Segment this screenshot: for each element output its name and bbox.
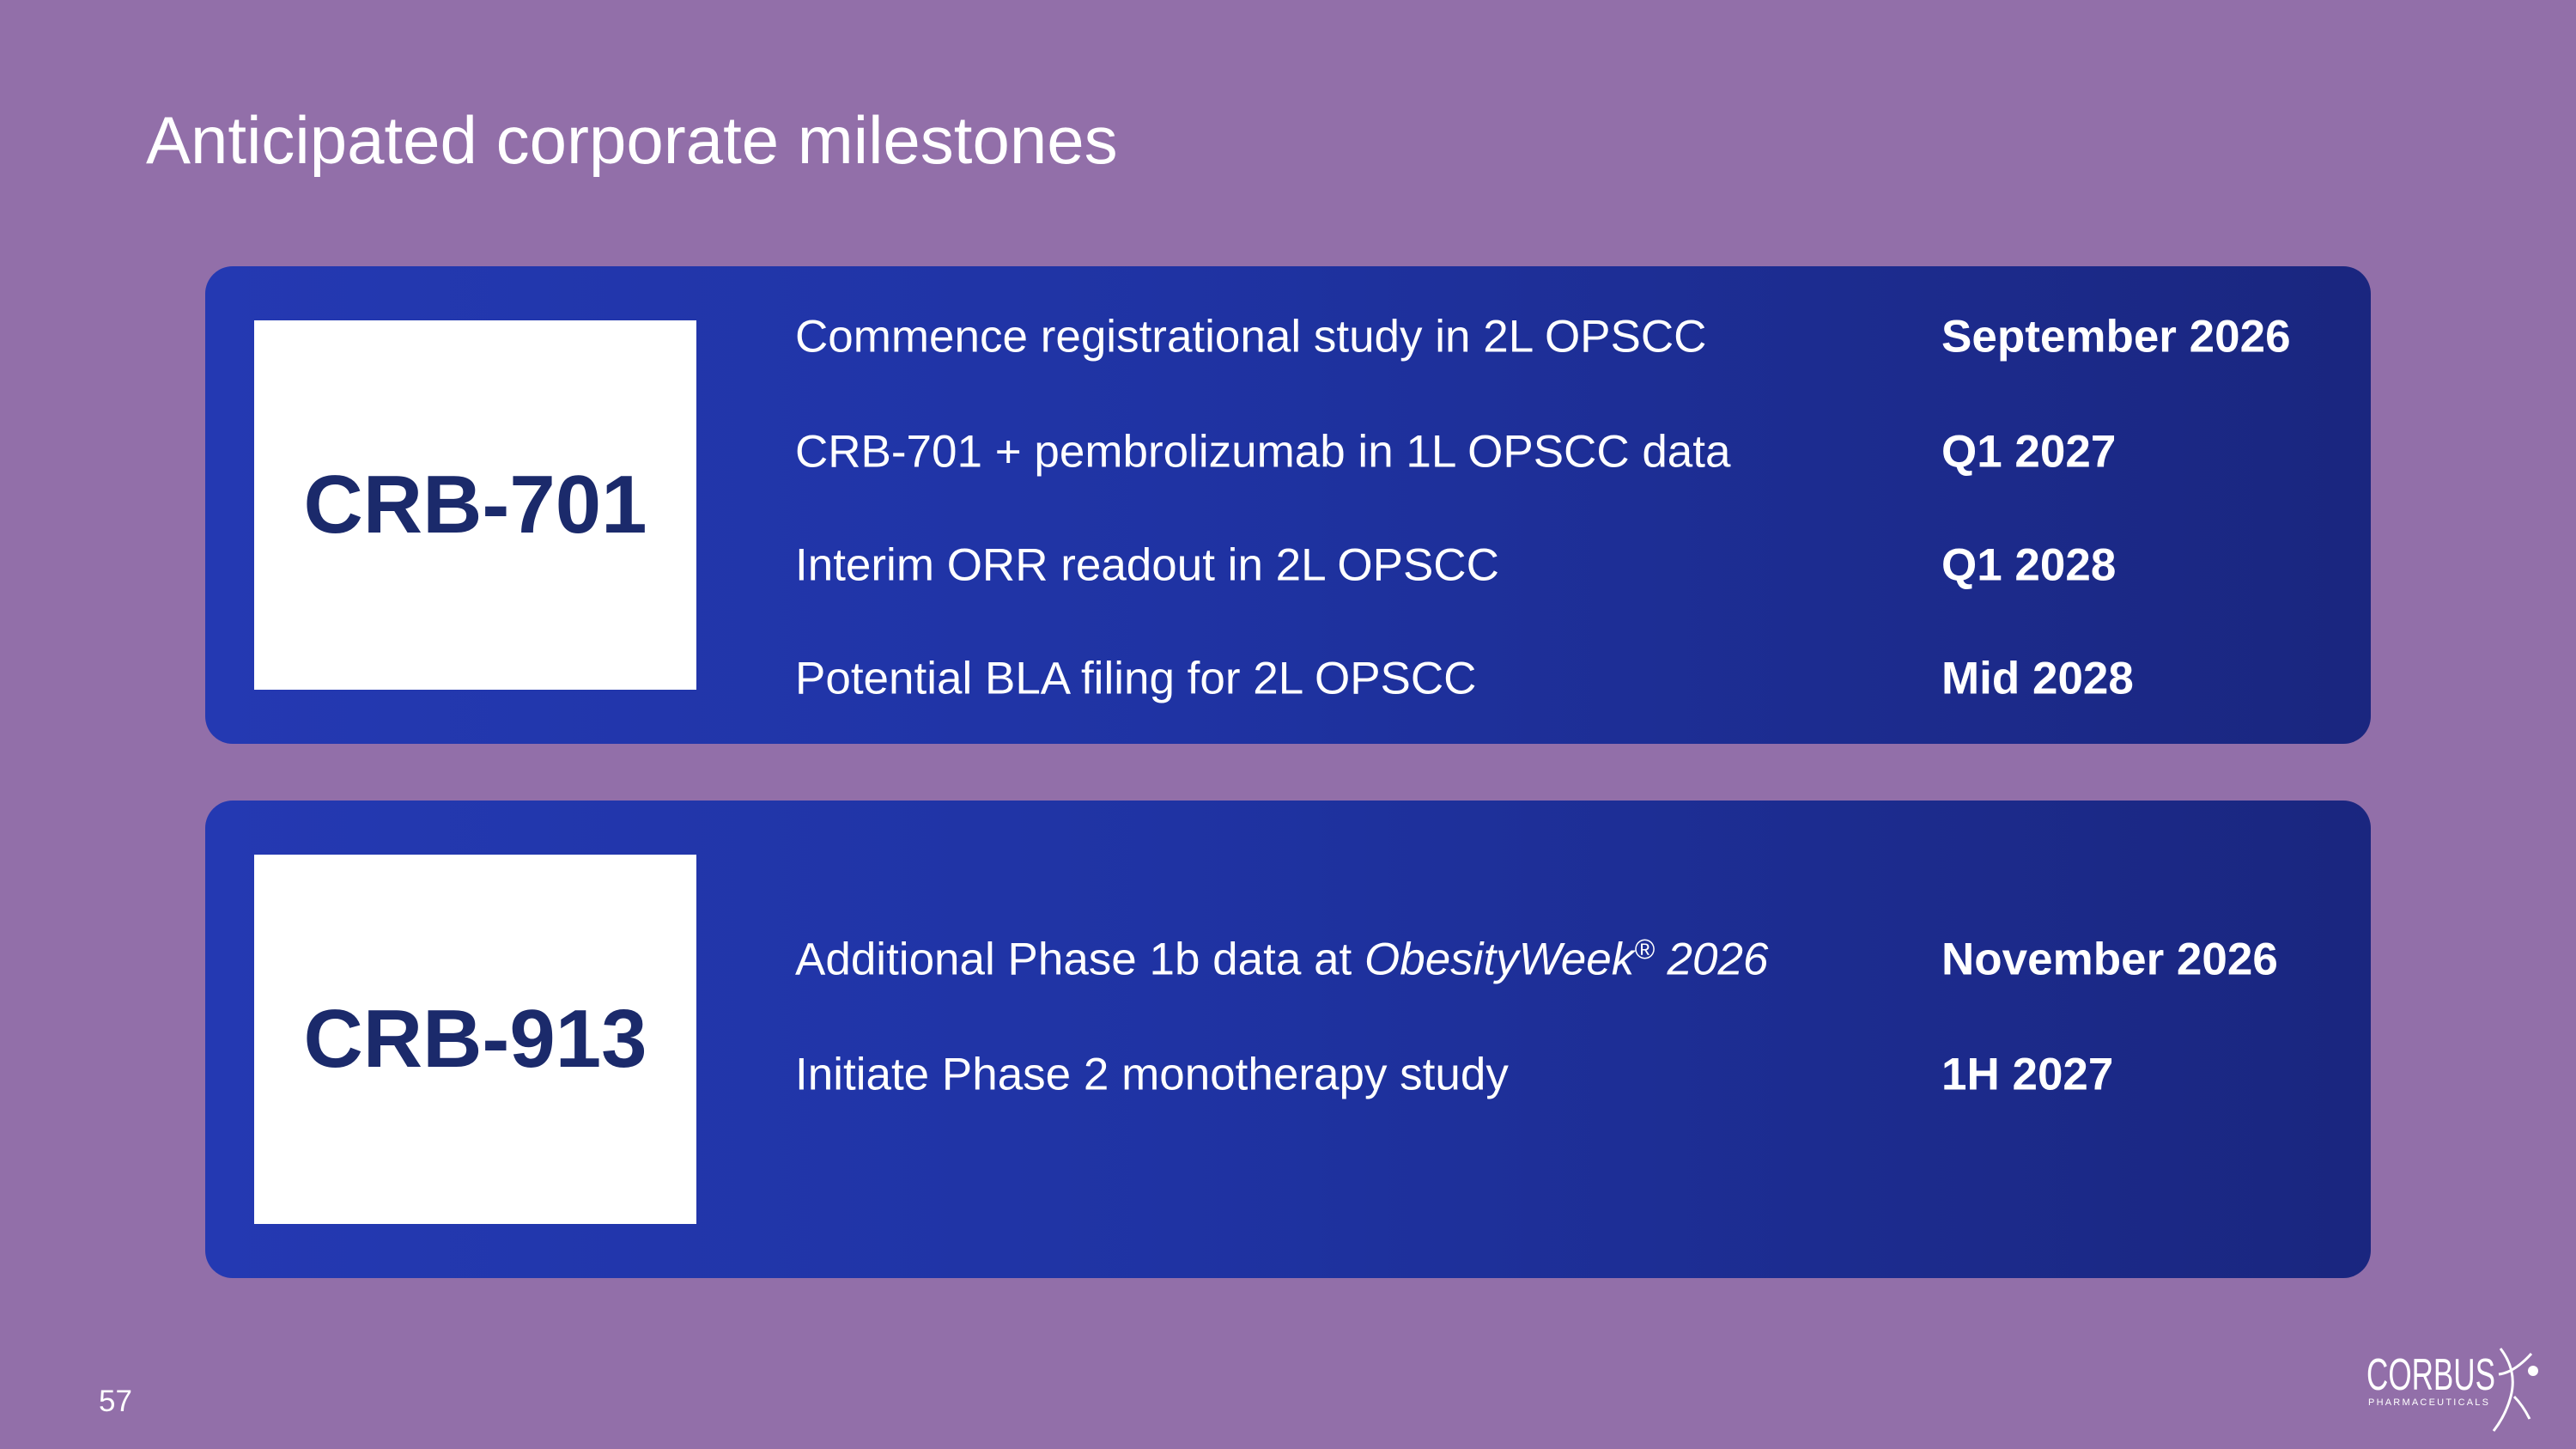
milestone-text-part: Potential BLA filing for 2L OPSCC xyxy=(795,653,1477,704)
page-number: 57 xyxy=(99,1385,132,1418)
milestone-text: CRB-701 + pembrolizumab in 1L OPSCC data xyxy=(795,426,1730,478)
logo-subtitle: PHARMACEUTICALS xyxy=(2368,1397,2488,1408)
milestone-text-part: ® xyxy=(1634,933,1655,965)
product-label: CRB-913 xyxy=(303,993,647,1085)
product-box: CRB-701 xyxy=(254,320,696,690)
logo-wordmark: CORBUS xyxy=(2366,1350,2495,1400)
milestone-card: CRB-913 Additional Phase 1b data at Obesi… xyxy=(205,801,2371,1278)
company-logo: CORBUS PHARMACEUTICALS xyxy=(2366,1348,2538,1432)
milestone-text-part: Additional Phase 1b data at xyxy=(795,934,1364,985)
milestone-text-part: ObesityWeek xyxy=(1364,934,1635,985)
milestone-date: 1H 2027 xyxy=(1941,1049,2114,1100)
milestone-date: Q1 2027 xyxy=(1941,426,2117,478)
milestone-text: Additional Phase 1b data at ObesityWeek®… xyxy=(795,934,1768,986)
slide-title: Anticipated corporate milestones xyxy=(146,102,1118,178)
milestone-text-part: 2026 xyxy=(1654,934,1769,985)
milestone-text: Potential BLA filing for 2L OPSCC xyxy=(795,653,1476,705)
product-box: CRB-913 xyxy=(254,855,696,1224)
milestone-text-part: Interim ORR readout in 2L OPSCC xyxy=(795,539,1499,591)
milestone-text: Interim ORR readout in 2L OPSCC xyxy=(795,539,1499,592)
milestone-card: CRB-701 Commence registrational study in … xyxy=(205,266,2371,744)
milestone-text-part: Initiate Phase 2 monotherapy study xyxy=(795,1049,1509,1100)
milestone-text: Initiate Phase 2 monotherapy study xyxy=(795,1049,1509,1101)
milestone-text-part: Commence registrational study in 2L OPSC… xyxy=(795,311,1707,362)
milestone-text: Commence registrational study in 2L OPSC… xyxy=(795,311,1706,363)
milestone-date: Mid 2028 xyxy=(1941,653,2134,704)
milestone-date: November 2026 xyxy=(1941,934,2278,985)
milestone-date: Q1 2028 xyxy=(1941,539,2117,591)
product-label: CRB-701 xyxy=(303,459,647,551)
milestone-date: September 2026 xyxy=(1941,311,2291,362)
milestone-text-part: CRB-701 + pembrolizumab in 1L OPSCC data xyxy=(795,426,1731,478)
